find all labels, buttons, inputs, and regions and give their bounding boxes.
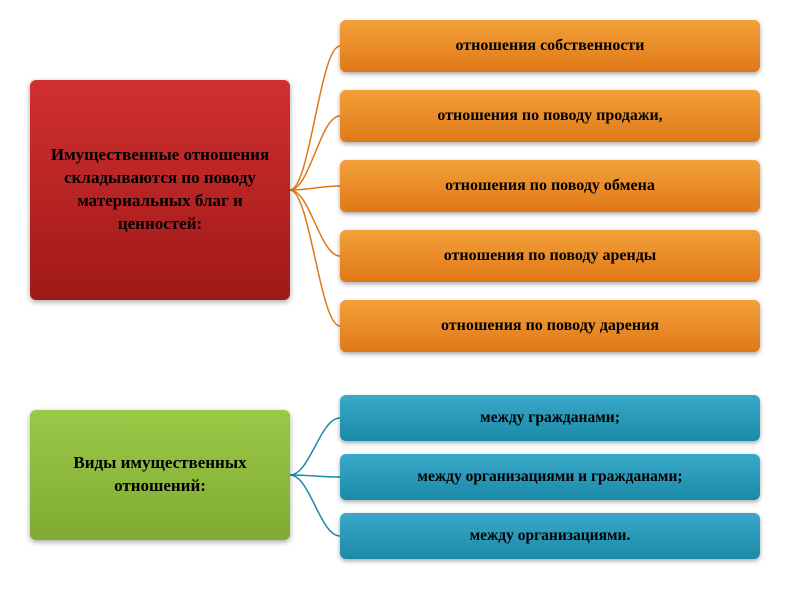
group1-item-2: отношения по поводу продажи, [340,90,760,142]
group2-item-3: между организациями. [340,513,760,559]
group1-item-3-label: отношения по поводу обмена [445,177,655,195]
group2-source-label: Виды имущественных отношений: [48,452,272,498]
group1-item-5-label: отношения по поводу дарения [441,317,659,335]
group1-item-4: отношения по поводу аренды [340,230,760,282]
group2-item-3-label: между организациями. [470,527,631,545]
group1-source-box: Имущественные отношения складываются по … [30,80,290,300]
group2-source-box: Виды имущественных отношений: [30,410,290,540]
group1-item-5: отношения по поводу дарения [340,300,760,352]
group2-item-2-label: между организациями и гражданами; [417,468,682,486]
group2-item-1-label: между гражданами; [480,409,620,427]
group1-item-3: отношения по поводу обмена [340,160,760,212]
diagram-root: Имущественные отношения складываются по … [0,0,800,600]
group1-item-4-label: отношения по поводу аренды [444,247,657,265]
group1-source-label: Имущественные отношения складываются по … [48,144,272,236]
group1-item-2-label: отношения по поводу продажи, [437,107,662,125]
group1-item-1: отношения собственности [340,20,760,72]
group2-item-2: между организациями и гражданами; [340,454,760,500]
group1-item-1-label: отношения собственности [456,37,645,55]
group2-item-1: между гражданами; [340,395,760,441]
